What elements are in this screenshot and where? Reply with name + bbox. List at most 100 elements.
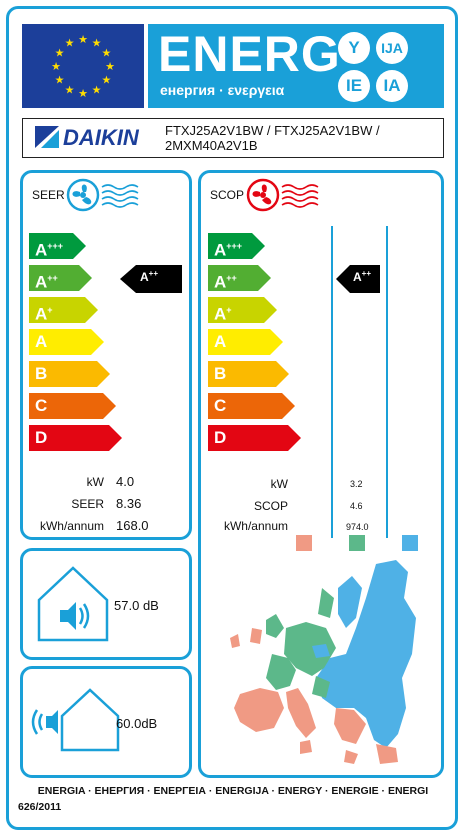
heating-value: 4.6	[350, 501, 363, 511]
cooling-energy-class-bar: A++	[29, 265, 92, 292]
class-arrow-icon	[208, 425, 301, 451]
cooling-energy-class-bar: C	[29, 393, 116, 419]
class-arrow-icon	[208, 329, 283, 355]
class-arrow-icon	[29, 393, 116, 419]
eu-stars-icon: ★ ★★★★★★★★★★★	[51, 34, 115, 100]
cooling-energy-class-bar: D	[29, 425, 122, 451]
class-letter: A+	[214, 304, 232, 324]
heating-energy-class-bar: A	[208, 329, 283, 355]
cooling-panel	[20, 170, 192, 540]
energy-word: ENERG	[158, 26, 341, 82]
class-arrow-icon	[29, 265, 92, 291]
cooling-label: SEER	[71, 497, 104, 511]
scop-title: SCOP	[210, 188, 245, 202]
class-letter: C	[35, 396, 48, 415]
cooling-value: 4.0	[116, 474, 135, 489]
class-letter: C	[214, 396, 227, 415]
cooling-energy-class-bar: A+	[29, 297, 98, 324]
class-letter: A	[214, 332, 227, 351]
zone-colder-swatch	[402, 535, 418, 551]
class-letter: D	[214, 428, 227, 447]
eu-star-icon: ★	[105, 61, 115, 73]
cooling-energy-class-bar: A+++	[29, 233, 86, 260]
fan-cold-icon	[66, 178, 139, 212]
cooling-label: kWh/annum	[39, 519, 104, 533]
class-arrow-icon	[208, 361, 289, 387]
outdoor-noise-panel	[20, 666, 192, 778]
label-frame	[6, 6, 458, 830]
europe-climate-map-icon	[230, 560, 416, 764]
supplier-box: DAIKIN FTXJ25A2V1BW / FTXJ25A2V1BW / 2MX…	[22, 118, 444, 158]
heating-panel	[198, 170, 444, 778]
cooling-energy-class-bar: B	[29, 361, 110, 387]
eu-star-icon: ★	[92, 38, 102, 50]
class-arrow-icon	[29, 361, 110, 387]
cooling-class-letter: A++	[140, 269, 159, 284]
heating-class-letter: A++	[353, 269, 372, 284]
language-bubble: Y	[338, 32, 370, 64]
heating-label: kW	[270, 477, 288, 491]
eu-star-icon: ★	[101, 48, 111, 60]
energy-subtitle: енергия · ενεργεια	[160, 82, 285, 98]
cooling-energy-class-bar: A	[29, 329, 104, 355]
cooling-label: kW	[86, 475, 104, 489]
indicator-arrow-icon	[120, 265, 182, 293]
heating-energy-class-bar: A+++	[208, 233, 265, 260]
indicator-arrow-icon	[336, 265, 380, 293]
eu-star-icon: ★	[55, 75, 65, 87]
class-arrow-icon	[208, 297, 277, 323]
class-letter: A++	[35, 272, 58, 292]
heating-label: kWh/annum	[223, 519, 288, 533]
heating-energy-class-bar: C	[208, 393, 295, 419]
class-letter: D	[35, 428, 48, 447]
class-letter: A	[35, 332, 48, 351]
zone-divider	[386, 226, 388, 538]
class-arrow-icon	[208, 393, 295, 419]
class-letter: A+	[35, 304, 53, 324]
brand-logo: DAIKIN	[35, 125, 155, 151]
language-bubble: IE	[338, 70, 370, 102]
languages-footer: ENERGIA · ЕНЕРГИЯ · ΕΝΕΡΓΕΙΑ · ENERGIJA …	[37, 785, 429, 797]
class-arrow-icon	[29, 329, 104, 355]
class-letter: B	[214, 364, 227, 383]
model-identifiers: FTXJ25A2V1BW / FTXJ25A2V1BW / 2MXM40A2V1…	[165, 123, 435, 153]
cooling-value: 8.36	[116, 496, 142, 511]
heating-value: 3.2	[350, 479, 363, 489]
class-arrow-icon	[208, 233, 265, 259]
heating-energy-class-bar: B	[208, 361, 289, 387]
outdoor-sound-icon	[31, 688, 120, 752]
seer-title: SEER	[32, 188, 65, 202]
eu-star-icon: ★	[55, 48, 65, 60]
energy-header: ENERG енергия · ενεργεια Y IJA IE IA	[148, 24, 444, 108]
indoor-sound-icon	[37, 566, 109, 642]
eu-star-icon: ★	[78, 34, 88, 46]
heating-energy-class-bar: A+	[208, 297, 277, 324]
eu-star-icon: ★	[51, 61, 61, 73]
fan-hot-icon	[246, 178, 319, 212]
class-arrow-icon	[29, 425, 122, 451]
class-arrow-icon	[29, 297, 98, 323]
model-line: FTXJ25A2V1BW / FTXJ25A2V1BW /	[165, 123, 380, 138]
indoor-noise-value: 57.0 dB	[114, 598, 159, 613]
daikin-logo-icon	[35, 126, 59, 148]
heating-energy-class-bar: A++	[208, 265, 271, 292]
language-bubble: IJA	[376, 32, 408, 64]
regulation-number: 626/2011	[18, 801, 62, 813]
eu-star-icon: ★	[65, 84, 75, 96]
zone-average-swatch	[349, 535, 365, 551]
language-bubble: IA	[376, 70, 408, 102]
model-line: 2MXM40A2V1B	[165, 138, 258, 153]
eu-star-icon: ★	[101, 75, 111, 87]
class-letter: A+++	[214, 240, 243, 260]
indoor-noise-panel	[20, 548, 192, 660]
heating-label: SCOP	[253, 499, 288, 513]
eu-flag: ★ ★ ★ ★ ★ ★ ★ ★ ★ ★ ★ ★	[22, 24, 144, 108]
class-arrow-icon	[208, 265, 271, 291]
eu-star-icon: ★	[65, 38, 75, 50]
eu-star-icon: ★	[78, 88, 88, 100]
outdoor-noise-value: 60.0dB	[116, 716, 158, 731]
zone-divider	[331, 226, 333, 538]
cooling-value: 168.0	[116, 518, 149, 533]
zone-warmer-swatch	[296, 535, 312, 551]
class-letter: B	[35, 364, 48, 383]
